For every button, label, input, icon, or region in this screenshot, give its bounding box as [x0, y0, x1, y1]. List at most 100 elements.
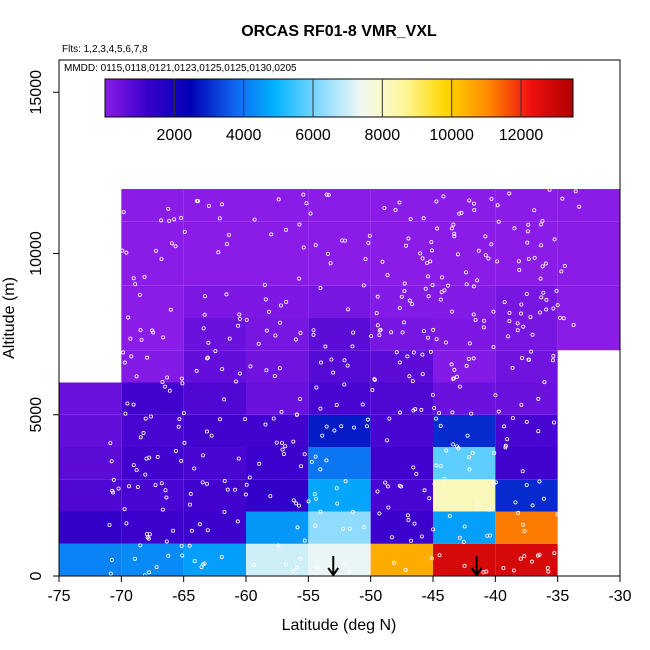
obs-point [431, 327, 436, 332]
obs-point [385, 273, 390, 278]
obs-point [374, 311, 379, 316]
obs-point [394, 350, 399, 355]
obs-point [444, 448, 449, 453]
heatmap-cell [308, 414, 371, 447]
obs-point [334, 486, 339, 491]
obs-point [465, 433, 470, 438]
obs-point [491, 481, 496, 486]
obs-point [284, 227, 289, 232]
obs-point [492, 450, 497, 455]
obs-point [252, 217, 257, 222]
heatmap-cell [557, 221, 620, 254]
obs-point [294, 412, 299, 417]
obs-point [297, 276, 302, 281]
obs-point [159, 481, 164, 486]
obs-point [325, 251, 330, 256]
obs-point [180, 553, 185, 558]
obs-point [252, 563, 257, 568]
obs-point [188, 491, 193, 496]
obs-point [559, 269, 564, 274]
y-axis-label: Altitude (m) [1, 277, 18, 359]
obs-point [451, 222, 456, 227]
obs-point [345, 363, 350, 368]
obs-point [516, 510, 521, 515]
obs-point [552, 551, 557, 556]
obs-point [363, 257, 368, 262]
obs-point [403, 567, 408, 572]
obs-point [383, 480, 388, 485]
obs-point [461, 539, 466, 544]
obs-point [319, 360, 324, 365]
obs-point [474, 502, 479, 507]
obs-point [347, 526, 352, 531]
obs-point [451, 376, 456, 381]
obs-point [352, 425, 357, 430]
obs-point [506, 334, 511, 339]
obs-point [402, 281, 407, 286]
obs-point [328, 261, 333, 266]
obs-point [164, 495, 169, 500]
heatmap-cell [308, 543, 371, 576]
obs-point [281, 451, 286, 456]
obs-point [138, 328, 143, 333]
heatmap-cell [121, 479, 184, 512]
obs-point [293, 337, 298, 342]
obs-point [132, 556, 137, 561]
heatmap-cell [495, 382, 558, 415]
obs-point [426, 294, 431, 299]
obs-point [299, 464, 304, 469]
obs-point [559, 361, 564, 366]
obs-point [318, 406, 323, 411]
obs-point [526, 222, 531, 227]
obs-point [284, 300, 289, 305]
obs-point [469, 411, 474, 416]
colorbar-tick-label: 10000 [429, 127, 474, 144]
heatmap-cell [370, 285, 433, 318]
obs-point [487, 507, 492, 512]
obs-point [264, 328, 269, 333]
obs-point [419, 534, 424, 539]
obs-point [577, 204, 582, 209]
obs-point [361, 283, 366, 288]
heatmap-cell [495, 221, 558, 254]
heatmap-cell [183, 285, 246, 318]
obs-point [291, 569, 296, 574]
obs-point [530, 332, 535, 337]
obs-point [505, 437, 510, 442]
obs-point [179, 376, 184, 381]
obs-point [365, 417, 370, 422]
obs-point [224, 292, 229, 297]
heatmap-cell [183, 511, 246, 544]
heatmap-cell [183, 414, 246, 447]
obs-point [525, 240, 530, 245]
obs-point [306, 499, 311, 504]
heatmap-cell [308, 285, 371, 318]
obs-point [520, 469, 525, 474]
obs-point [142, 274, 147, 279]
obs-point [560, 466, 565, 471]
obs-point [301, 245, 306, 250]
heatmap-cell [557, 253, 620, 286]
obs-point [451, 442, 456, 447]
obs-point [120, 248, 125, 253]
obs-point [550, 358, 555, 363]
obs-point [155, 454, 160, 459]
obs-point [291, 498, 296, 503]
obs-point [350, 509, 355, 514]
obs-point [551, 306, 556, 311]
obs-point [314, 385, 319, 390]
plot-frame [58, 59, 621, 577]
observation-points [106, 187, 583, 578]
obs-point [578, 364, 583, 369]
obs-point [138, 543, 143, 548]
obs-point [486, 256, 491, 261]
obs-point [429, 248, 434, 253]
obs-point [276, 197, 281, 202]
heatmap-cell [370, 511, 433, 544]
chart-title: ORCAS RF01-8 VMR_VXL [241, 23, 437, 40]
obs-point [380, 259, 385, 264]
heatmap-cell [308, 189, 371, 222]
obs-point [219, 202, 224, 207]
obs-point [137, 292, 142, 297]
obs-point [536, 429, 541, 434]
